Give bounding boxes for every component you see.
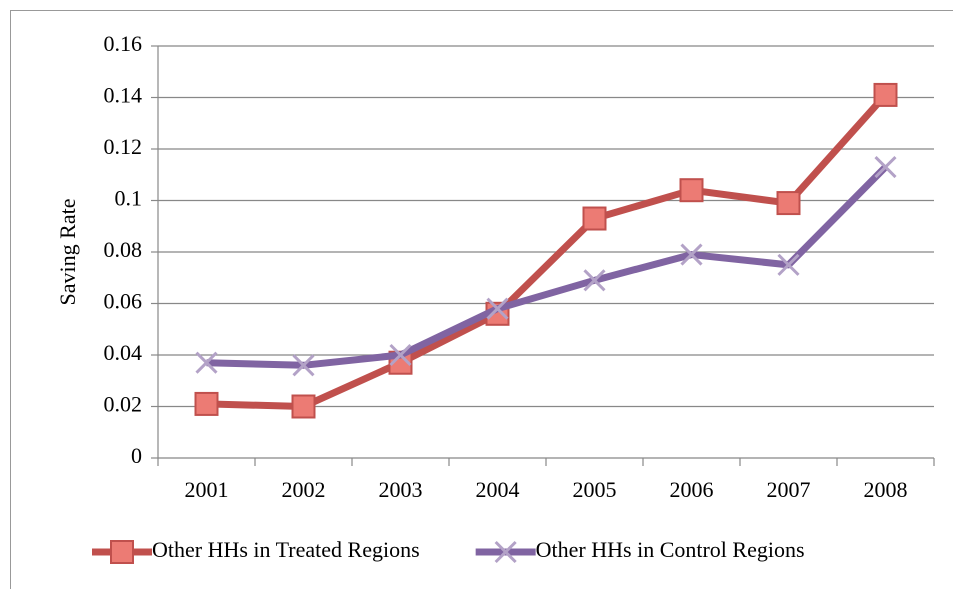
marker xyxy=(291,394,316,419)
marker xyxy=(776,191,801,216)
y-tick-label: 0.06 xyxy=(104,289,143,314)
marker xyxy=(680,243,703,266)
series-line xyxy=(206,92,889,410)
y-tick-label: 0.12 xyxy=(104,134,143,159)
x-tick-label: 2001 xyxy=(185,477,229,502)
x-tick-label: 2002 xyxy=(282,477,326,502)
marker xyxy=(486,297,509,320)
legend-label: Other HHs in Treated Regions xyxy=(152,537,420,562)
legend-label: Other HHs in Control Regions xyxy=(536,537,805,562)
marker xyxy=(494,540,517,564)
x-tick-label: 2003 xyxy=(379,477,423,502)
y-axis-title: Saving Rate xyxy=(55,199,80,306)
marker xyxy=(194,391,219,416)
x-tick-label: 2004 xyxy=(476,477,520,502)
marker xyxy=(777,253,800,276)
marker xyxy=(874,155,897,179)
marker xyxy=(873,82,898,107)
y-tick-label: 0.02 xyxy=(104,392,143,417)
y-tick-label: 0.14 xyxy=(104,83,143,108)
marker xyxy=(582,206,607,231)
y-tick-label: 0.16 xyxy=(104,31,143,56)
chart-frame xyxy=(10,10,953,589)
marker xyxy=(110,540,134,564)
series-line xyxy=(206,164,888,369)
marker xyxy=(679,178,704,203)
y-tick-label: 0.08 xyxy=(104,237,143,262)
marker xyxy=(195,351,218,374)
marker xyxy=(583,269,606,292)
x-tick-label: 2008 xyxy=(864,477,908,502)
marker xyxy=(292,354,315,377)
x-tick-label: 2007 xyxy=(767,477,811,502)
x-tick-label: 2005 xyxy=(573,477,617,502)
y-tick-label: 0.04 xyxy=(104,340,143,365)
marker xyxy=(389,343,412,367)
y-tick-label: 0 xyxy=(131,443,142,468)
x-tick-label: 2006 xyxy=(670,477,714,502)
y-tick-label: 0.1 xyxy=(115,186,143,211)
